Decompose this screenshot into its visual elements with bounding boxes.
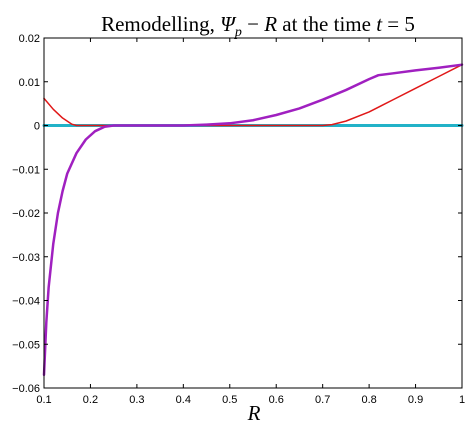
y-tick-label: 0.02 <box>19 33 40 45</box>
x-tick-label: 1 <box>459 394 465 406</box>
y-tick-label: −0.03 <box>12 252 40 264</box>
y-tick-label: −0.05 <box>12 339 40 351</box>
axis-ticks: 0.1 0.2 0.3 0.4 0.5 0.6 0.7 0.8 0.9 1 0.02 0.01 0 −0.… <box>12 33 465 406</box>
series-line-2 <box>43 63 463 127</box>
title-t: t <box>376 12 383 36</box>
y-tick-label: −0.06 <box>12 383 40 395</box>
plot-frame <box>43 37 463 389</box>
y-tick-label: 0 <box>34 121 40 133</box>
x-tick-label: 0.3 <box>129 394 144 406</box>
y-tick-label: −0.02 <box>12 208 40 220</box>
title-value: = 5 <box>382 12 415 36</box>
y-tick-label: 0.01 <box>19 77 40 89</box>
title-psi-subscript: p <box>234 25 242 40</box>
title-psi: Ψ <box>220 12 237 36</box>
x-tick-label: 0.5 <box>222 394 237 406</box>
title-r: R <box>263 12 277 36</box>
x-tick-label: 0.7 <box>315 394 330 406</box>
x-axis-label: R <box>247 401 261 425</box>
y-tick-label: −0.01 <box>12 164 40 176</box>
title-prefix: Remodelling, <box>101 12 220 36</box>
x-tick-label: 0.2 <box>83 394 98 406</box>
series-line-3 <box>42 63 464 377</box>
title-minus: − <box>242 12 264 36</box>
y-tick-label: −0.04 <box>12 296 40 308</box>
chart-title: Remodelling, Ψp − R at the time t = 5 <box>101 12 415 40</box>
x-tick-label: 0.1 <box>36 394 51 406</box>
plot-area <box>42 63 464 377</box>
x-tick-label: 0.4 <box>176 394 191 406</box>
x-tick-label: 0.8 <box>361 394 376 406</box>
x-tick-label: 0.9 <box>408 394 423 406</box>
x-tick-label: 0.6 <box>269 394 284 406</box>
title-suffix: at the time <box>277 12 376 36</box>
